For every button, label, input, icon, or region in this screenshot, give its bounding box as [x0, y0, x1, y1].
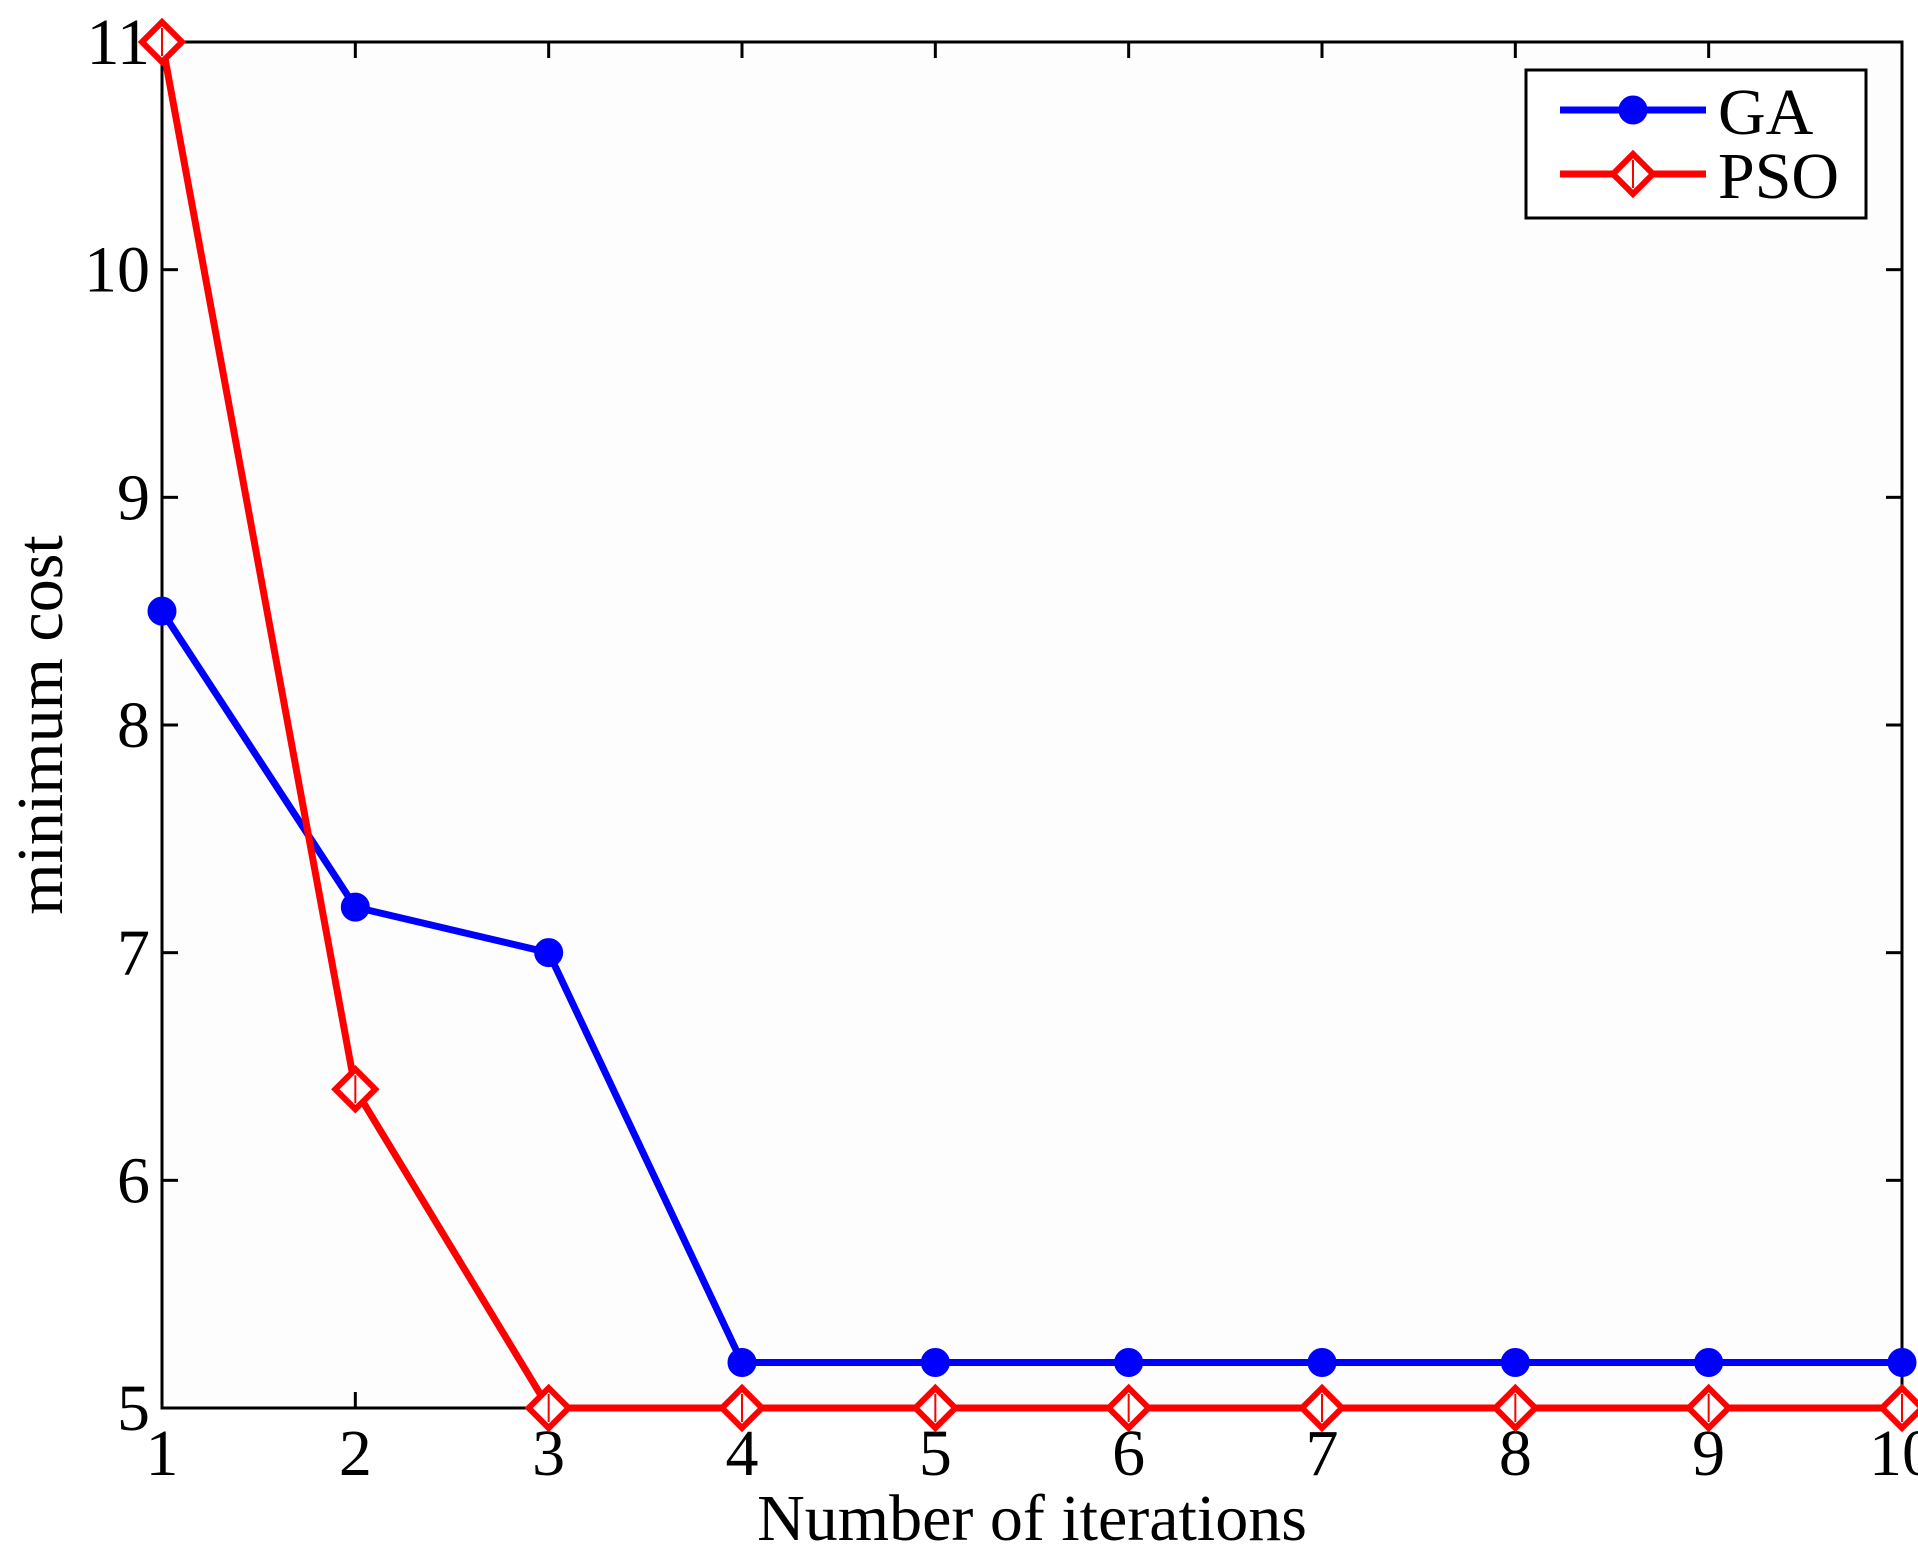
- data-point: [1104, 1383, 1153, 1433]
- data-point: [727, 1347, 757, 1377]
- legend-marker: [1618, 95, 1648, 125]
- legend-box: [1524, 68, 1868, 220]
- series-ga: [147, 596, 1917, 1377]
- y-axis-label: minimum cost: [4, 535, 77, 915]
- data-point: [1491, 1383, 1540, 1433]
- data-point: [1114, 1347, 1144, 1377]
- series-line: [159, 609, 1902, 1366]
- y-tick-label: 9: [117, 461, 150, 534]
- legend-marker: [1608, 149, 1658, 199]
- data-point: [911, 1383, 960, 1433]
- y-tick-label: 5: [117, 1372, 150, 1445]
- series-layer: [137, 17, 1918, 1433]
- legend-label: PSO: [1718, 140, 1839, 213]
- data-point: [1297, 1383, 1347, 1433]
- data-point: [340, 892, 370, 922]
- legend-item-ga: GA: [1560, 76, 1814, 149]
- data-point: [137, 17, 187, 67]
- data-point: [1500, 1347, 1530, 1377]
- y-tick-label: 7: [117, 917, 150, 990]
- x-axis-tick-labels: 12345678910: [146, 1417, 1918, 1490]
- data-point: [920, 1347, 950, 1377]
- x-tick-label: 10: [1869, 1417, 1918, 1490]
- y-tick-label: 6: [117, 1144, 150, 1217]
- data-point: [1684, 1383, 1733, 1433]
- data-point: [147, 596, 177, 626]
- x-tick-label: 1: [146, 1417, 179, 1490]
- legend-item-pso: PSO: [1560, 140, 1839, 213]
- data-point: [1694, 1347, 1724, 1377]
- y-tick-label: 10: [84, 234, 150, 307]
- data-point: [534, 938, 564, 968]
- plot-area: [160, 40, 1904, 1410]
- series-line: [158, 41, 1902, 1412]
- data-point: [717, 1383, 767, 1433]
- legend-label: GA: [1718, 76, 1814, 149]
- series-pso: [137, 17, 1918, 1433]
- data-point: [331, 1065, 380, 1114]
- data-point: [1887, 1347, 1917, 1377]
- x-axis-label: Number of iterations: [757, 1482, 1307, 1551]
- x-tick-label: 2: [339, 1417, 372, 1490]
- data-point: [524, 1383, 573, 1433]
- data-point: [1307, 1347, 1337, 1377]
- y-tick-label: 8: [117, 689, 150, 762]
- data-point: [1877, 1383, 1918, 1433]
